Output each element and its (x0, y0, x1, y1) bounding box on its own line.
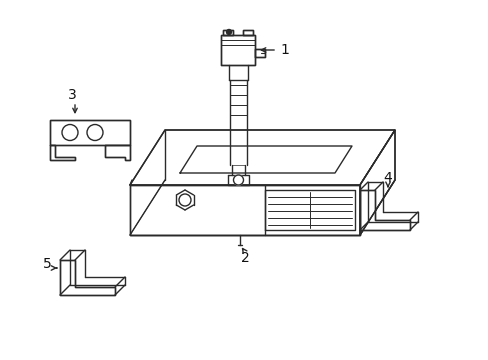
Polygon shape (254, 49, 264, 57)
Text: 2: 2 (240, 251, 249, 265)
Polygon shape (130, 130, 394, 185)
Polygon shape (50, 120, 130, 145)
Polygon shape (130, 185, 359, 235)
Polygon shape (221, 35, 254, 65)
Circle shape (233, 175, 243, 185)
Polygon shape (359, 190, 409, 230)
Polygon shape (60, 260, 115, 295)
Circle shape (62, 125, 78, 140)
Circle shape (87, 125, 103, 140)
Text: 4: 4 (383, 171, 391, 185)
Text: 1: 1 (280, 43, 289, 57)
Circle shape (179, 194, 191, 206)
Polygon shape (105, 145, 130, 160)
Polygon shape (359, 130, 394, 235)
Polygon shape (50, 145, 75, 160)
Polygon shape (227, 175, 248, 185)
Text: 5: 5 (42, 257, 51, 271)
Circle shape (226, 30, 231, 35)
Polygon shape (223, 30, 232, 35)
Polygon shape (243, 30, 252, 35)
Text: 3: 3 (67, 88, 76, 102)
